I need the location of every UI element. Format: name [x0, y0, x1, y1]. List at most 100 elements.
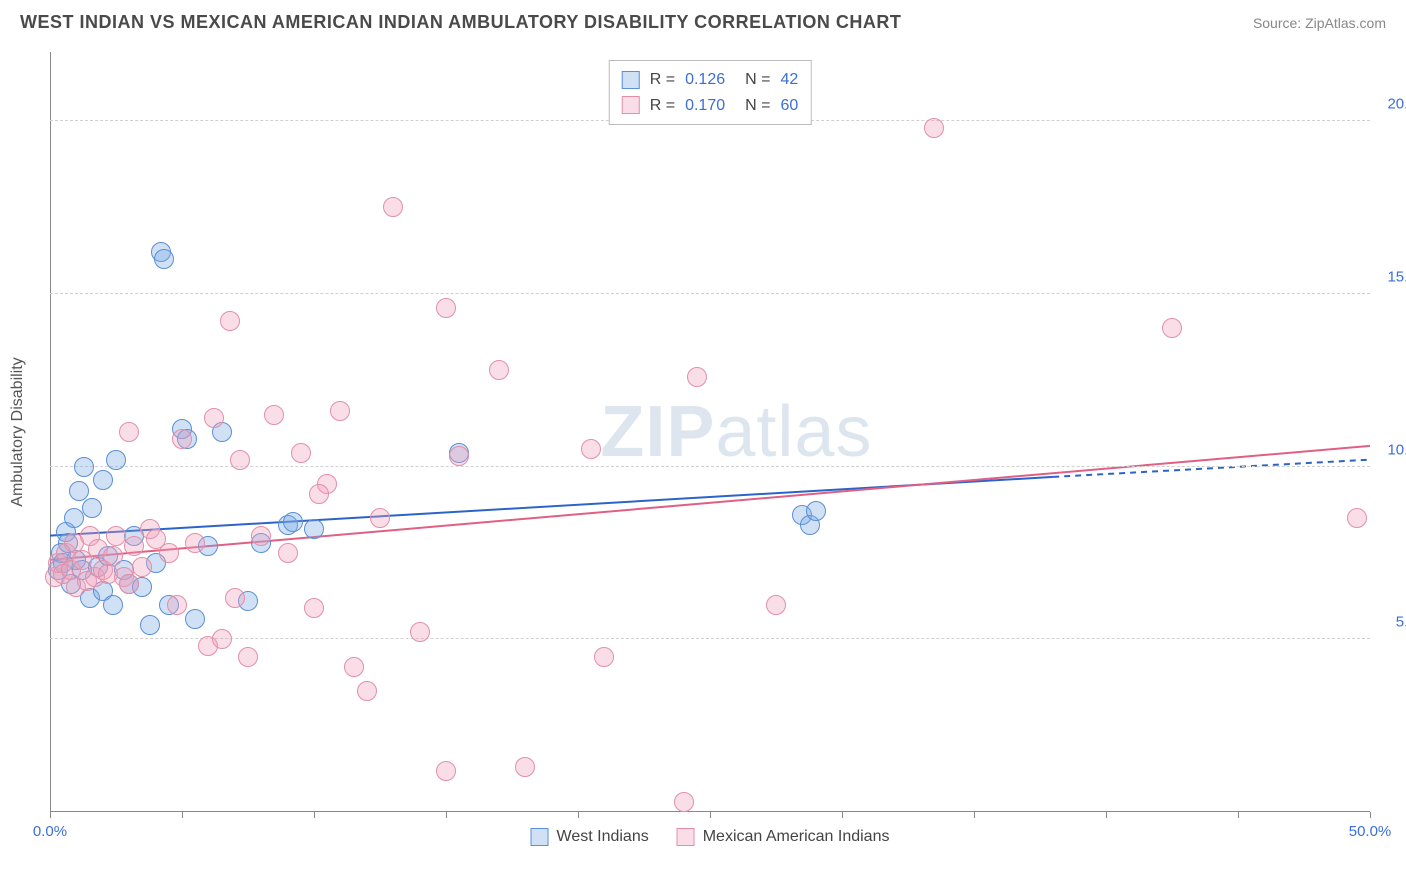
- legend-n-label: N =: [745, 67, 770, 93]
- legend-r-value: 0.126: [685, 67, 725, 93]
- data-point: [581, 439, 601, 459]
- data-point: [132, 557, 152, 577]
- data-point: [687, 367, 707, 387]
- x-tick-label: 50.0%: [1349, 823, 1392, 840]
- legend-item: Mexican American Indians: [677, 828, 890, 846]
- data-point: [251, 526, 271, 546]
- data-point: [309, 484, 329, 504]
- data-point: [185, 533, 205, 553]
- gridline: [50, 638, 1370, 639]
- x-tick: [842, 812, 843, 818]
- y-axis-title: Ambulatory Disability: [9, 357, 27, 506]
- data-point: [93, 470, 113, 490]
- legend-swatch-icon: [677, 828, 695, 846]
- legend-swatch-icon: [622, 71, 640, 89]
- data-point: [283, 512, 303, 532]
- data-point: [357, 681, 377, 701]
- data-point: [230, 450, 250, 470]
- watermark-text: ZIPatlas: [600, 391, 872, 473]
- legend-series-label: Mexican American Indians: [703, 828, 890, 846]
- series-legend: West Indians Mexican American Indians: [531, 828, 890, 846]
- chart-area: Ambulatory Disability ZIPatlas 5.0%10.0%…: [50, 52, 1370, 812]
- data-point: [489, 360, 509, 380]
- data-point: [167, 595, 187, 615]
- data-point: [1162, 318, 1182, 338]
- x-tick: [1238, 812, 1239, 818]
- x-tick: [974, 812, 975, 818]
- trend-line-dashed: [1053, 460, 1370, 477]
- x-tick-label: 0.0%: [33, 823, 67, 840]
- legend-series-label: West Indians: [557, 828, 649, 846]
- data-point: [185, 609, 205, 629]
- chart-header: WEST INDIAN VS MEXICAN AMERICAN INDIAN A…: [0, 0, 1406, 41]
- data-point: [766, 595, 786, 615]
- data-point: [119, 574, 139, 594]
- data-point: [344, 657, 364, 677]
- data-point: [330, 401, 350, 421]
- data-point: [225, 588, 245, 608]
- watermark-suffix: atlas: [715, 392, 872, 472]
- legend-swatch-icon: [622, 96, 640, 114]
- data-point: [106, 450, 126, 470]
- y-axis-line: [50, 52, 51, 812]
- x-tick: [50, 812, 51, 818]
- data-point: [806, 501, 826, 521]
- data-point: [594, 647, 614, 667]
- legend-r-value: 0.170: [685, 93, 725, 119]
- data-point: [515, 757, 535, 777]
- data-point: [64, 508, 84, 528]
- legend-row: R = 0.126 N = 42: [622, 67, 799, 93]
- data-point: [220, 311, 240, 331]
- data-point: [106, 526, 126, 546]
- source-label: Source: ZipAtlas.com: [1253, 15, 1386, 31]
- legend-n-value: 42: [780, 67, 798, 93]
- x-tick: [1106, 812, 1107, 818]
- chart-title: WEST INDIAN VS MEXICAN AMERICAN INDIAN A…: [20, 12, 901, 33]
- data-point: [212, 629, 232, 649]
- x-tick: [1370, 812, 1371, 818]
- data-point: [140, 615, 160, 635]
- legend-r-label: R =: [650, 67, 675, 93]
- plot-region: ZIPatlas 5.0%10.0%15.0%20.0%0.0%50.0%: [50, 52, 1370, 812]
- x-tick: [314, 812, 315, 818]
- legend-row: R = 0.170 N = 60: [622, 93, 799, 119]
- data-point: [119, 422, 139, 442]
- gridline: [50, 293, 1370, 294]
- trendlines-svg: [50, 52, 1370, 812]
- y-tick-label: 15.0%: [1387, 268, 1406, 285]
- y-tick-label: 20.0%: [1387, 96, 1406, 113]
- x-tick: [578, 812, 579, 818]
- watermark-prefix: ZIP: [600, 392, 715, 472]
- legend-n-label: N =: [745, 93, 770, 119]
- x-tick: [182, 812, 183, 818]
- data-point: [172, 429, 192, 449]
- legend-n-value: 60: [780, 93, 798, 119]
- data-point: [74, 457, 94, 477]
- data-point: [69, 481, 89, 501]
- data-point: [924, 118, 944, 138]
- y-tick-label: 10.0%: [1387, 441, 1406, 458]
- data-point: [304, 598, 324, 618]
- legend-item: West Indians: [531, 828, 649, 846]
- data-point: [154, 249, 174, 269]
- data-point: [436, 298, 456, 318]
- trend-line: [50, 477, 1053, 536]
- data-point: [370, 508, 390, 528]
- correlation-legend: R = 0.126 N = 42 R = 0.170 N = 60: [609, 60, 812, 125]
- data-point: [436, 761, 456, 781]
- data-point: [291, 443, 311, 463]
- data-point: [449, 446, 469, 466]
- x-tick: [710, 812, 711, 818]
- data-point: [204, 408, 224, 428]
- data-point: [674, 792, 694, 812]
- data-point: [278, 543, 298, 563]
- legend-r-label: R =: [650, 93, 675, 119]
- data-point: [410, 622, 430, 642]
- legend-swatch-icon: [531, 828, 549, 846]
- data-point: [82, 498, 102, 518]
- data-point: [103, 595, 123, 615]
- data-point: [124, 536, 144, 556]
- x-tick: [446, 812, 447, 818]
- data-point: [383, 197, 403, 217]
- data-point: [159, 543, 179, 563]
